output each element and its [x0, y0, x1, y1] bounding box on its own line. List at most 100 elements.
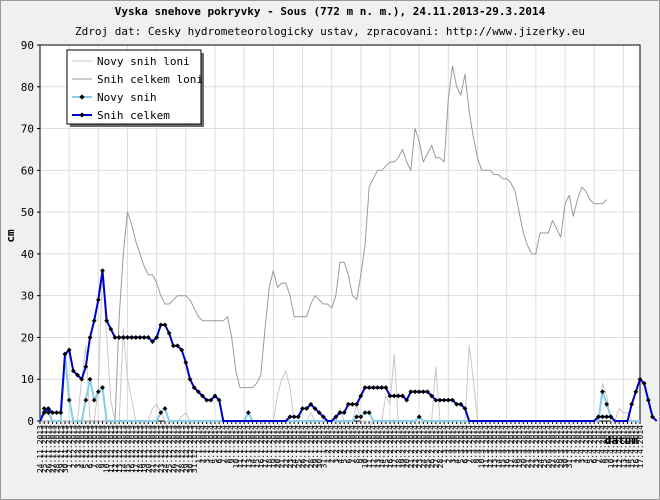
x-tick-label: 14.3.2014	[494, 425, 503, 469]
snih-celkem-marker	[70, 368, 76, 374]
novy-snih-marker	[158, 410, 164, 416]
x-tick-label: 21.1.2014	[278, 425, 287, 469]
y-tick-label: 80	[21, 81, 34, 94]
x-tick-label: 6.2.2014	[344, 425, 353, 464]
x-tick-label: 29.3.2014	[557, 425, 566, 469]
x-tick-label: 5.3.2014	[457, 425, 466, 464]
x-tick-label: 29.12.2013	[182, 425, 191, 473]
snih-celkem-marker	[387, 393, 393, 399]
x-tick-label: 23.3.2014	[532, 425, 541, 469]
snih-celkem-marker	[295, 414, 301, 420]
novy-snih-marker	[100, 385, 105, 390]
x-tick-label: 21.3.2014	[524, 425, 533, 469]
x-tick-label: 25.12.2013	[165, 425, 174, 473]
x-tick-label: 13.1.2014	[244, 425, 253, 469]
x-tick-label: 4.2.2014	[336, 425, 345, 464]
snih-celkem-marker	[308, 401, 314, 407]
novy-snih-marker	[41, 406, 47, 411]
snih-celkem-marker	[125, 335, 130, 340]
snih-celkem-marker	[291, 414, 297, 420]
x-tick-label: 31.3.2014	[565, 425, 574, 469]
x-tick-label: 30.3.2014	[561, 425, 570, 469]
x-tick-label: 8.12.2013	[94, 425, 103, 469]
x-tick-label: 22.1.2014	[282, 425, 291, 469]
legend-marker	[79, 112, 85, 118]
snih-celkem-marker	[383, 385, 389, 390]
snih-celkem-marker	[179, 347, 185, 353]
novy-snih-marker	[358, 414, 364, 420]
x-tick-label: 17.1.2014	[261, 425, 270, 469]
x-tick-label: 3.1.2014	[203, 425, 212, 464]
snih-celkem-marker	[100, 268, 105, 273]
snih-celkem-marker	[112, 335, 118, 340]
legend-marker	[79, 94, 85, 100]
x-tick-label: 2.4.2014	[574, 425, 583, 464]
x-tick-label: 23.12.2013	[157, 425, 166, 473]
x-tick-label: 11.2.2014	[365, 425, 374, 469]
snih-celkem-marker	[379, 385, 385, 390]
x-tick-label: 28.2.2014	[436, 425, 445, 469]
y-tick-label: 40	[21, 248, 34, 261]
x-tick-label: 1.1.2014	[194, 425, 203, 464]
x-tick-label: 12.2.2014	[369, 425, 378, 469]
snih-celkem-marker	[154, 335, 160, 340]
x-tick-label: 28.11.2013	[53, 425, 62, 473]
snih-celkem-marker	[429, 393, 435, 399]
snih-celkem-marker	[595, 414, 601, 420]
novy-snih-marker	[91, 397, 97, 403]
snih-celkem-marker	[450, 397, 455, 403]
y-tick-label: 0	[27, 415, 34, 428]
x-tick-label: 26.2.2014	[428, 425, 437, 469]
x-tick-label: 15.3.2014	[499, 425, 508, 469]
x-tick-label: 10.12.2013	[103, 425, 112, 473]
x-tick-label: 14.2.2014	[378, 425, 387, 469]
x-tick-label: 3.12.2013	[74, 425, 83, 469]
x-tick-label: 22.2.2014	[411, 425, 420, 469]
y-tick-label: 30	[21, 290, 34, 303]
snih-celkem-marker	[41, 410, 47, 416]
x-tick-label: 27.3.2014	[549, 425, 558, 469]
x-tick-label: 12.3.2014	[486, 425, 495, 469]
snih-celkem-marker	[162, 322, 168, 328]
legend-label: Snih celkem loni	[97, 73, 203, 86]
x-tick-label: 7.4.2014	[594, 425, 603, 464]
x-tick-label: 16.1.2014	[257, 425, 266, 469]
snih-celkem-marker	[212, 393, 218, 399]
x-tick-label: 24.1.2014	[290, 425, 299, 469]
x-tick-label: 1.4.2014	[569, 425, 578, 464]
snih-celkem-marker	[116, 335, 122, 340]
novy-snih-marker	[66, 397, 72, 403]
x-tick-label: 15.12.2013	[124, 425, 133, 473]
y-tick-label: 50	[21, 206, 34, 219]
x-tick-label: 2.3.2014	[444, 425, 453, 464]
x-tick-label: 14.12.2013	[119, 425, 128, 473]
x-tick-label: 17.4.2014	[636, 425, 645, 469]
x-tick-label: 4.4.2014	[582, 425, 591, 464]
x-tick-label: 11.1.2014	[236, 425, 245, 469]
x-tick-label: 1.3.2014	[440, 425, 449, 464]
y-tick-label: 20	[21, 331, 34, 344]
snih-celkem-marker	[58, 410, 64, 416]
x-tick-label: 27.11.2013	[49, 425, 58, 473]
x-tick-label: 17.12.2013	[132, 425, 141, 473]
snih-celkem-marker	[145, 335, 151, 340]
x-tick-label: 26.12.2013	[169, 425, 178, 473]
x-tick-label: 7.2.2014	[349, 425, 358, 464]
x-tick-label: 16.2.2014	[386, 425, 395, 469]
x-tick-label: 3.4.2014	[578, 425, 587, 464]
snih-celkem-marker	[129, 335, 135, 340]
chart-title: Vyska snehove pokryvky - Sous (772 m n. …	[114, 5, 546, 18]
x-tick-label: 18.1.2014	[265, 425, 274, 469]
x-tick-label: 9.4.2014	[603, 425, 612, 464]
snih-celkem-marker	[641, 381, 647, 386]
x-tick-label: 25.2.2014	[424, 425, 433, 469]
x-tick-label: 6.4.2014	[590, 425, 599, 464]
snih-celkem-marker	[350, 401, 355, 407]
x-tick-label: 6.3.2014	[461, 425, 470, 464]
x-tick-label: 27.2.2014	[432, 425, 441, 469]
x-tick-label: 31.12.2013	[190, 425, 199, 473]
snih-celkem-marker	[645, 397, 651, 403]
snih-celkem-marker	[370, 385, 376, 390]
x-tick-label: 14.4.2014	[624, 425, 633, 469]
snih-celkem-marker	[79, 376, 85, 382]
